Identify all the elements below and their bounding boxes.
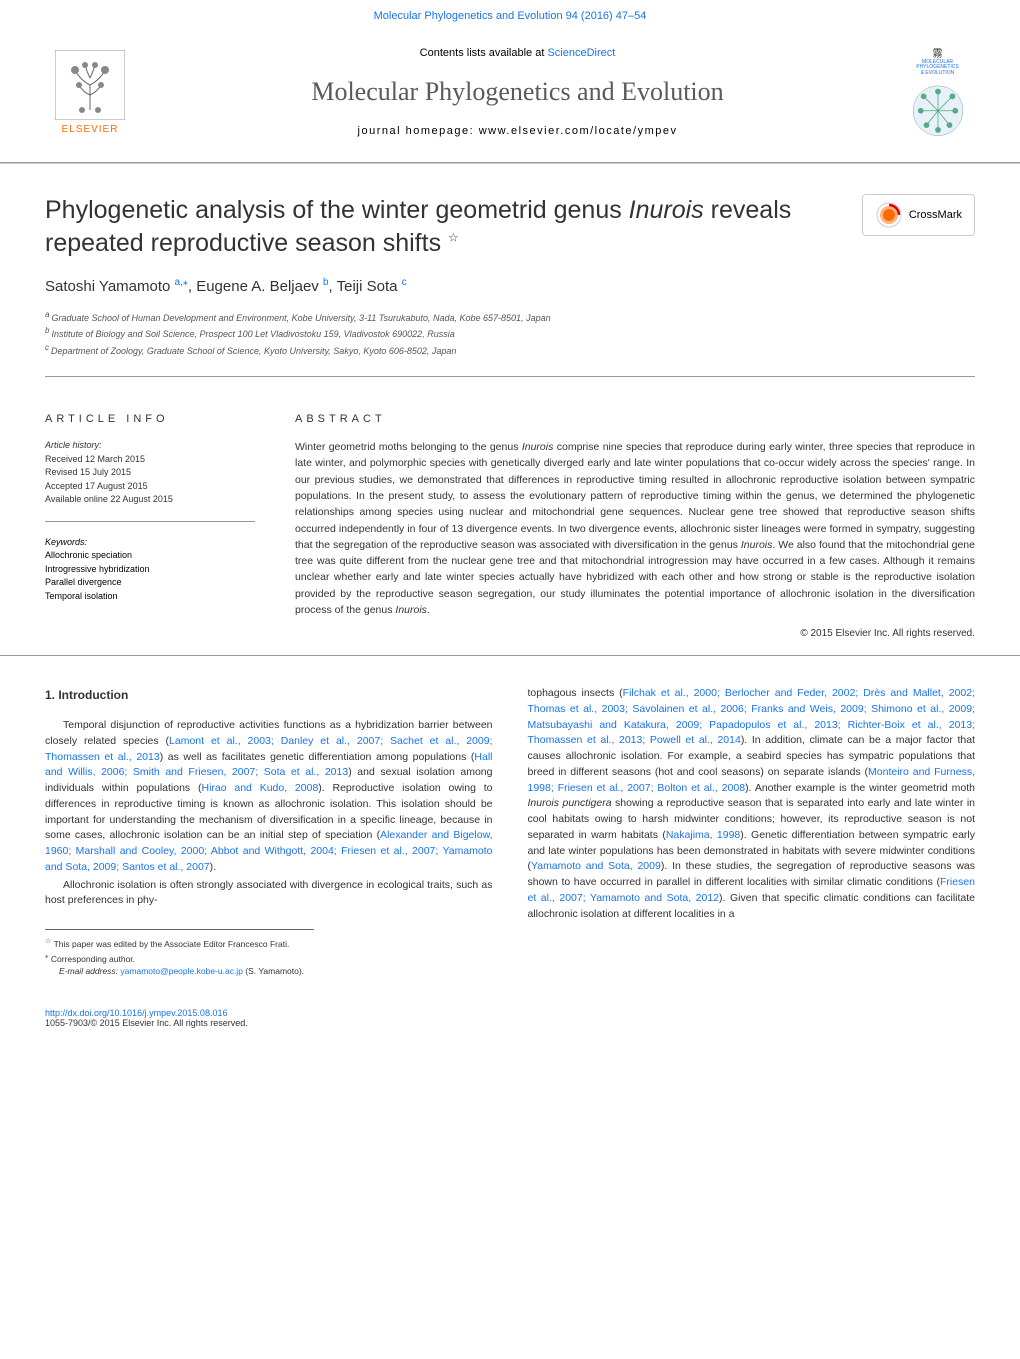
keyword-3: Parallel divergence (45, 576, 255, 590)
homepage-prefix: journal homepage: (358, 125, 479, 137)
mpe-journal-logo[interactable]: 霧 MOLECULAR PHYLOGENETICS & EVOLUTION (900, 45, 975, 140)
affiliation-a: Graduate School of Human Development and… (51, 313, 550, 323)
article-info-heading: ARTICLE INFO (45, 413, 255, 425)
citation-link[interactable]: Nakajima, 1998 (666, 829, 740, 841)
author-1: Satoshi Yamamoto (45, 278, 175, 295)
email-link[interactable]: yamamoto@people.kobe-u.ac.jp (120, 966, 243, 976)
accepted-date: Accepted 17 August 2015 (45, 480, 255, 494)
body-column-right: tophagous insects (Filchak et al., 2000;… (528, 686, 976, 978)
keyword-4: Temporal isolation (45, 590, 255, 604)
page-footer: http://dx.doi.org/10.1016/j.ympev.2015.0… (0, 998, 1020, 1058)
article-history: Article history: Received 12 March 2015 … (45, 439, 255, 522)
abstract-column: ABSTRACT Winter geometrid moths belongin… (295, 413, 975, 639)
contents-prefix: Contents lists available at (420, 47, 548, 59)
author-2: Eugene A. Beljaev (196, 278, 323, 295)
article-info-column: ARTICLE INFO Article history: Received 1… (45, 413, 255, 639)
keyword-2: Introgressive hybridization (45, 563, 255, 577)
issn-copyright-line: 1055-7903/© 2015 Elsevier Inc. All right… (45, 1018, 975, 1028)
homepage-line: journal homepage: www.elsevier.com/locat… (135, 125, 900, 137)
keywords-block: Keywords: Allochronic speciation Introgr… (45, 536, 255, 604)
abstract-text: Winter geometrid moths belonging to the … (295, 439, 975, 618)
mpe-logo-text: MOLECULAR PHYLOGENETICS & EVOLUTION (916, 60, 959, 77)
available-date: Available online 22 August 2015 (45, 493, 255, 507)
received-date: Received 12 March 2015 (45, 453, 255, 467)
intro-para-2: Allochronic isolation is often strongly … (45, 878, 493, 910)
footnotes-block: ☆ This paper was edited by the Associate… (45, 929, 314, 978)
mpe-phylogeny-icon (908, 82, 968, 140)
crossmark-icon (875, 201, 903, 229)
author-1-affiliation-link[interactable]: a, (175, 277, 183, 288)
crossmark-label: CrossMark (909, 209, 962, 221)
journal-header: ELSEVIER Contents lists available at Sci… (0, 32, 1020, 163)
journal-center: Contents lists available at ScienceDirec… (135, 47, 900, 137)
doi-link[interactable]: http://dx.doi.org/10.1016/j.ympev.2015.0… (45, 1008, 227, 1018)
journal-title: Molecular Phylogenetics and Evolution (135, 77, 900, 107)
intro-para-continuation: tophagous insects (Filchak et al., 2000;… (528, 686, 976, 922)
affiliation-c: Department of Zoology, Graduate School o… (51, 346, 456, 356)
journal-reference-link[interactable]: Molecular Phylogenetics and Evolution 94… (0, 0, 1020, 32)
footnote-corresponding-text: Corresponding author. (49, 954, 135, 964)
abstract-heading: ABSTRACT (295, 413, 975, 425)
keywords-label: Keywords: (45, 536, 255, 550)
history-label: Article history: (45, 439, 255, 453)
crossmark-button[interactable]: CrossMark (862, 194, 975, 236)
introduction-heading: 1. Introduction (45, 686, 493, 704)
email-label: E-mail address: (59, 966, 120, 976)
email-suffix: (S. Yamamoto). (243, 966, 304, 976)
keyword-1: Allochronic speciation (45, 549, 255, 563)
elsevier-logo[interactable]: ELSEVIER (45, 42, 135, 142)
title-footnote-star[interactable]: ☆ (448, 230, 459, 244)
sciencedirect-link[interactable]: ScienceDirect (547, 47, 615, 59)
abstract-copyright: © 2015 Elsevier Inc. All rights reserved… (295, 628, 975, 639)
elsevier-label: ELSEVIER (62, 124, 119, 135)
authors-line: Satoshi Yamamoto a,⁎, Eugene A. Beljaev … (45, 277, 975, 295)
author-3: Teiji Sota (337, 278, 402, 295)
revised-date: Revised 15 July 2015 (45, 466, 255, 480)
intro-para-1: Temporal disjunction of reproductive act… (45, 718, 493, 876)
contents-available-line: Contents lists available at ScienceDirec… (135, 47, 900, 59)
author-3-affiliation-link[interactable]: c (402, 277, 407, 288)
body-column-left: 1. Introduction Temporal disjunction of … (45, 686, 493, 978)
elsevier-tree-icon (55, 50, 125, 120)
homepage-url-link[interactable]: www.elsevier.com/locate/ympev (479, 125, 678, 137)
citation-link[interactable]: Hirao and Kudo, 2008 (201, 782, 318, 794)
footnote-editor-text: This paper was edited by the Associate E… (51, 939, 289, 949)
article-title: Phylogenetic analysis of the winter geom… (45, 194, 975, 259)
affiliations-block: aGraduate School of Human Development an… (45, 309, 975, 377)
citation-link[interactable]: Yamamoto and Sota, 2009 (531, 860, 661, 872)
affiliation-b: Institute of Biology and Soil Science, P… (51, 329, 454, 339)
